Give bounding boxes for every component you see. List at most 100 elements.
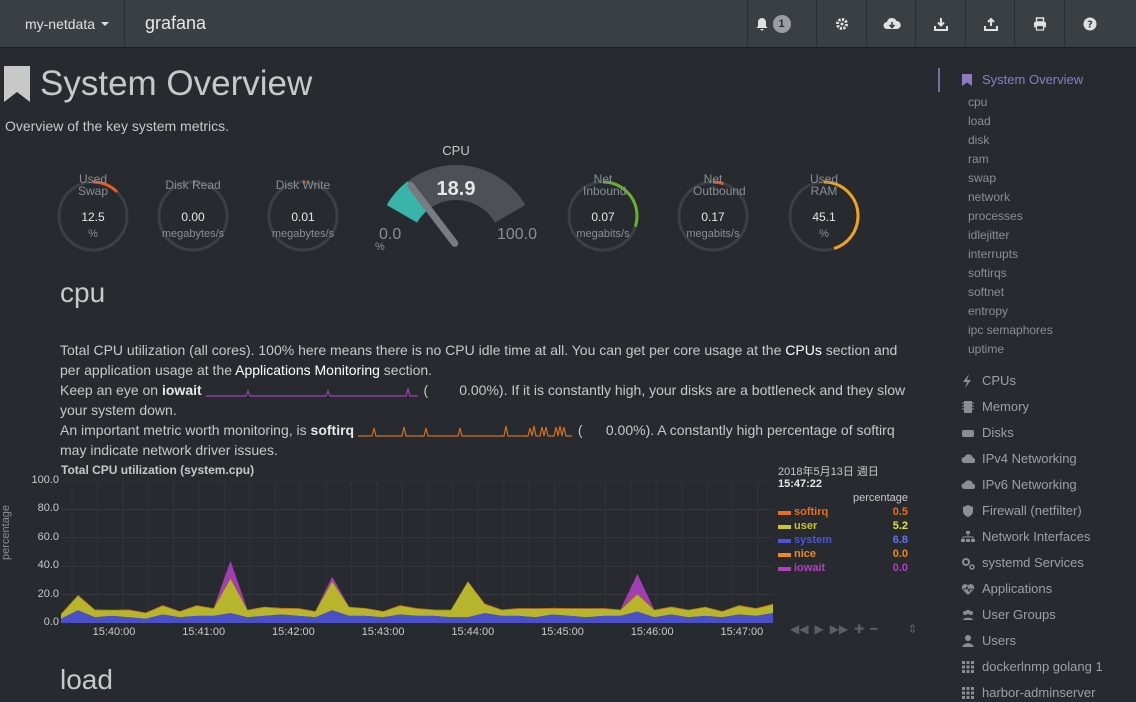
sidebar-section-label: Applications bbox=[982, 581, 1053, 596]
link-cpus[interactable]: CPUs bbox=[785, 342, 822, 358]
users-icon bbox=[960, 608, 976, 622]
gauge-unit: megabytes/s bbox=[271, 228, 335, 240]
print-button[interactable] bbox=[1014, 0, 1064, 48]
sidebar-subitem-cpu[interactable]: cpu bbox=[968, 95, 988, 109]
cloud-icon bbox=[960, 452, 976, 466]
legend-item-user[interactable]: user 5.2 bbox=[778, 520, 908, 534]
sidebar-subitem-swap[interactable]: swap bbox=[968, 171, 997, 185]
page-heading: System Overview bbox=[4, 64, 312, 104]
sidebar-subitem-disk[interactable]: disk bbox=[968, 133, 990, 147]
play-icon[interactable]: ▶ bbox=[814, 622, 824, 636]
legend-time: 15:47:22 bbox=[778, 478, 823, 490]
forward-icon[interactable]: ▶▶ bbox=[829, 622, 849, 636]
sidebar-section-label: Users bbox=[982, 633, 1016, 648]
sidebar-subitem-softnet[interactable]: softnet bbox=[968, 285, 1005, 299]
gauge-label: Net Inbound bbox=[583, 172, 627, 198]
sidebar-section-harbor-adminserver[interactable]: harbor-adminserver bbox=[960, 685, 1095, 700]
grid-icon bbox=[960, 686, 976, 700]
download-button[interactable] bbox=[915, 0, 965, 48]
gauge-4[interactable]: Net Outbound 0.17 megabits/s bbox=[673, 173, 753, 256]
legend-value: 0.0 bbox=[892, 548, 908, 560]
gauge-5[interactable]: Used RAM 45.1% bbox=[784, 173, 864, 256]
x-tick-label: 15:43:00 bbox=[361, 626, 405, 638]
series-area-user bbox=[61, 579, 773, 619]
hdd-icon bbox=[960, 426, 976, 440]
softirq-sparkline[interactable] bbox=[357, 422, 574, 440]
gear-icon bbox=[835, 18, 848, 30]
gauge-2[interactable]: Disk Write 0.01 megabytes/s bbox=[263, 176, 343, 256]
cpu-gauge[interactable]: CPU 18.9 0.0 100.0 % bbox=[368, 140, 548, 255]
cpu-description-line2: per application usage at the Application… bbox=[60, 360, 910, 380]
rewind-icon[interactable]: ◀◀ bbox=[790, 622, 809, 636]
sidebar-item-system-overview[interactable]: System Overview bbox=[962, 72, 1083, 87]
alarms-button[interactable]: 1 bbox=[747, 0, 797, 48]
y-tick-label: 60.0 bbox=[37, 530, 59, 543]
bookmark-icon bbox=[4, 66, 30, 102]
zoom-in-icon[interactable]: ✚ bbox=[854, 622, 865, 636]
sidebar-section-label: dockerlnmp golang 1 bbox=[982, 659, 1103, 674]
sidebar-section-label: Memory bbox=[982, 399, 1029, 414]
sidebar-section-network-interfaces[interactable]: Network Interfaces bbox=[960, 529, 1090, 544]
sidebar-section-systemd-services[interactable]: systemd Services bbox=[960, 555, 1084, 570]
sidebar-section-dockerlnmp-golang-1[interactable]: dockerlnmp golang 1 bbox=[960, 659, 1103, 674]
section-heading-cpu: cpu bbox=[60, 277, 106, 308]
upload-button[interactable] bbox=[965, 0, 1015, 48]
gauge-0[interactable]: Used Swap 12.5% bbox=[53, 173, 133, 256]
help-button[interactable]: ? bbox=[1064, 0, 1114, 48]
legend-name: user bbox=[794, 520, 818, 532]
sidebar-subitem-idlejitter[interactable]: idlejitter bbox=[968, 228, 1010, 242]
sidebar-subitem-processes[interactable]: processes bbox=[968, 209, 1023, 223]
zoom-out-icon[interactable]: ━ bbox=[870, 622, 878, 636]
desc-text: per application usage at the bbox=[60, 362, 236, 378]
y-tick-label: 100.0 bbox=[31, 474, 59, 486]
desc-text: ). A constantly high percentage of softi… bbox=[645, 422, 895, 438]
cpu-gauge-min: 0.0 bbox=[379, 226, 402, 243]
sidebar-section-users[interactable]: Users bbox=[960, 633, 1016, 648]
sidebar-section-disks[interactable]: Disks bbox=[960, 425, 1014, 440]
sidebar-subitem-network[interactable]: network bbox=[968, 190, 1011, 204]
resize-handle-icon[interactable]: ⇕ bbox=[907, 622, 918, 636]
y-tick-label: 80.0 bbox=[37, 502, 59, 515]
legend-swatch bbox=[778, 553, 791, 557]
sidebar-section-cpus[interactable]: CPUs bbox=[960, 373, 1016, 388]
legend-item-nice[interactable]: nice 0.0 bbox=[778, 548, 908, 562]
sidebar-section-ipv4-networking[interactable]: IPv4 Networking bbox=[960, 451, 1077, 466]
host-dropdown[interactable]: my-netdata bbox=[10, 0, 125, 48]
sidebar-subitem-ipc-semaphores[interactable]: ipc semaphores bbox=[968, 323, 1053, 337]
desc-text: Total CPU utilization (all cores). 100% … bbox=[60, 342, 786, 358]
gauge-1[interactable]: Disk Read 0.00 megabytes/s bbox=[153, 176, 233, 256]
legend-value: 6.8 bbox=[892, 534, 908, 546]
gauge-3[interactable]: Net Inbound 0.07 megabits/s bbox=[563, 172, 643, 256]
cpu-utilization-chart[interactable] bbox=[61, 481, 773, 623]
cloud-download-button[interactable] bbox=[866, 0, 916, 48]
legend-swatch bbox=[778, 567, 791, 571]
series-area-iowait bbox=[61, 560, 773, 614]
legend-item-softirq[interactable]: softirq 0.5 bbox=[778, 506, 908, 520]
legend-item-system[interactable]: system 6.8 bbox=[778, 534, 908, 548]
legend-swatch bbox=[778, 525, 791, 529]
sidebar-subitem-entropy[interactable]: entropy bbox=[968, 304, 1009, 318]
gauge-value: 0.07 bbox=[591, 210, 615, 224]
legend-units: percentage bbox=[852, 492, 908, 504]
sidebar-subitem-ram[interactable]: ram bbox=[968, 152, 989, 166]
iowait-sparkline[interactable] bbox=[205, 383, 420, 399]
settings-button[interactable] bbox=[816, 0, 866, 48]
link-applications-monitoring[interactable]: Applications Monitoring bbox=[235, 362, 380, 378]
sidebar-subitem-uptime[interactable]: uptime bbox=[968, 342, 1005, 356]
legend-item-iowait[interactable]: iowait 0.0 bbox=[778, 562, 908, 576]
sidebar-section-user-groups[interactable]: User Groups bbox=[960, 607, 1056, 622]
sidebar-section-memory[interactable]: Memory bbox=[960, 399, 1029, 414]
user-icon bbox=[960, 634, 976, 648]
sidebar-item-label: System Overview bbox=[982, 72, 1084, 87]
sidebar-section-ipv6-networking[interactable]: IPv6 Networking bbox=[960, 477, 1077, 492]
sidebar-section-applications[interactable]: Applications bbox=[960, 581, 1052, 596]
page-subtitle: Overview of the key system metrics. bbox=[5, 118, 230, 134]
sidebar-subitem-interrupts[interactable]: interrupts bbox=[968, 247, 1019, 261]
sidebar-subitem-softirqs[interactable]: softirqs bbox=[968, 266, 1007, 280]
sitemap-icon bbox=[960, 530, 976, 544]
sidebar-section-firewall-netfilter-[interactable]: Firewall (netfilter) bbox=[960, 503, 1082, 518]
heartbeat-icon bbox=[960, 582, 976, 596]
gauge-value: 0.01 bbox=[291, 210, 315, 224]
sidebar-subitem-load[interactable]: load bbox=[968, 114, 991, 128]
gauge-ring-arc bbox=[57, 180, 129, 252]
